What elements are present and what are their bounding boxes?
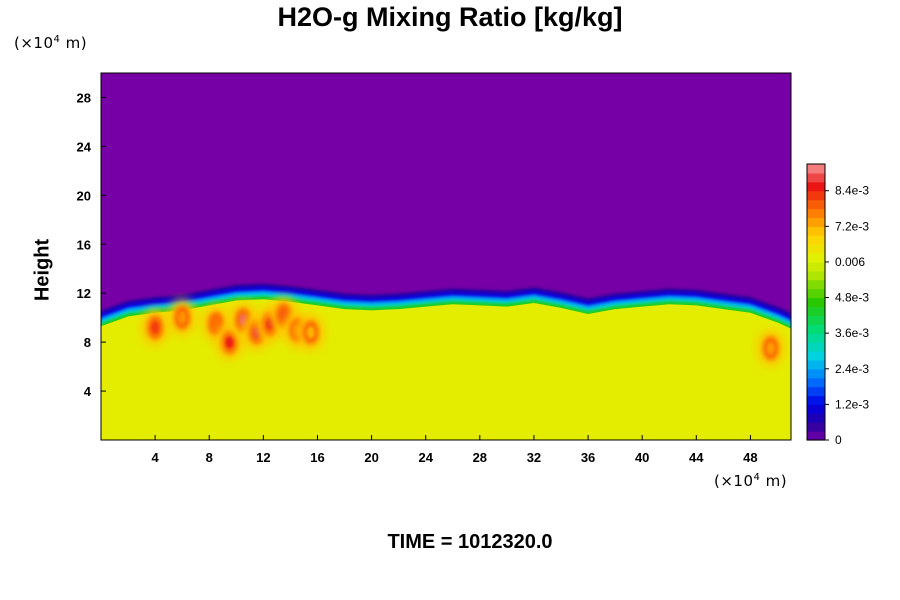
moist-plume-core xyxy=(151,321,160,334)
y-tick-label: 4 xyxy=(84,384,92,399)
colorbar-segment xyxy=(807,386,825,397)
colorbar-tick-label: 2.4e-3 xyxy=(835,362,869,376)
colorbar-segment xyxy=(807,422,825,432)
colorbar-segment xyxy=(807,431,825,441)
colorbar-segment xyxy=(807,377,825,388)
x-tick-label: 32 xyxy=(527,450,541,465)
x-tick-label: 12 xyxy=(256,450,270,465)
y-tick-label: 16 xyxy=(77,237,91,252)
colorbar-segment xyxy=(807,172,825,183)
colorbar-segment xyxy=(807,190,825,201)
colorbar-segment xyxy=(807,368,825,379)
x-tick-label: 20 xyxy=(364,450,378,465)
colorbar-segment xyxy=(807,181,825,192)
colorbar-segment xyxy=(807,226,825,236)
mixing-ratio-field xyxy=(101,73,791,440)
x-tick-label: 8 xyxy=(206,450,213,465)
x-tick-label: 44 xyxy=(689,450,704,465)
colorbar-segment xyxy=(807,164,825,174)
colorbar-segment xyxy=(807,253,825,263)
colorbar-segment xyxy=(807,324,825,334)
colorbar-segment xyxy=(807,404,825,414)
x-tick-label: 24 xyxy=(418,450,433,465)
y-tick-label: 8 xyxy=(84,335,91,350)
colorbar-segment xyxy=(807,395,825,405)
x-tick-label: 40 xyxy=(635,450,649,465)
colorbar-segment xyxy=(807,261,825,272)
colorbar-border xyxy=(806,163,826,441)
colorbar-segment xyxy=(807,279,825,290)
colorbar-segment xyxy=(807,342,825,352)
x-tick-label: 4 xyxy=(152,450,160,465)
y-tick-label: 24 xyxy=(77,139,92,154)
moist-plume-core xyxy=(212,317,220,330)
colorbar-tick-label: 1.2e-3 xyxy=(835,397,869,411)
time-label: TIME = 1012320.0 xyxy=(387,531,553,553)
y-tick-label: 28 xyxy=(77,90,91,105)
x-tick-label: 36 xyxy=(581,450,595,465)
moist-plume-core xyxy=(178,311,187,324)
colorbar-segment xyxy=(807,288,825,299)
colorbar-tick-label: 3.6e-3 xyxy=(835,326,869,340)
moist-plume-core xyxy=(225,336,234,349)
y-tick-label: 12 xyxy=(77,286,91,301)
x-tick-label: 48 xyxy=(743,450,757,465)
colorbar-segment xyxy=(807,208,825,219)
y-axis: 4 8 12 16 20 24 28 xyxy=(77,90,106,399)
x-axis: 4 8 12 16 20 24 28 32 36 40 44 48 xyxy=(152,435,758,465)
chart-title: H2O-g Mixing Ratio [kg/kg] xyxy=(277,2,623,32)
colorbar-segment xyxy=(807,244,825,254)
colorbar-segment xyxy=(807,315,825,325)
y-tick-label: 20 xyxy=(77,188,91,203)
x-tick-label: 16 xyxy=(310,450,324,465)
colorbar-segment xyxy=(807,199,825,210)
colorbar-segment xyxy=(807,297,825,308)
moist-plume-core xyxy=(766,342,775,355)
plot-border xyxy=(100,72,792,441)
x-axis-unit: (×104 m) xyxy=(714,472,788,490)
colorbar-tick-label: 8.4e-3 xyxy=(835,184,869,198)
colorbar-segment xyxy=(807,350,825,361)
colorbar-tick-label: 0.006 xyxy=(835,255,865,269)
colorbar-segment xyxy=(807,359,825,370)
y-axis-unit: (×104 m) xyxy=(14,34,88,52)
x-tick-label: 28 xyxy=(473,450,487,465)
colorbar: 0 1.2e-3 2.4e-3 3.6e-3 4.8e-3 0.006 7.2e-3 8.4e… xyxy=(806,163,869,447)
colorbar-tick-label: 4.8e-3 xyxy=(835,291,869,305)
colorbar-segment xyxy=(807,270,825,281)
colorbar-segment xyxy=(807,333,825,343)
colorbar-tick-label: 7.2e-3 xyxy=(835,219,869,233)
colorbar-segment xyxy=(807,235,825,245)
moist-plume-core xyxy=(279,309,288,322)
colorbar-segment xyxy=(807,413,825,423)
colorbar-tick-label: 0 xyxy=(835,433,842,447)
colorbar-segment xyxy=(807,306,825,316)
moist-plume-core xyxy=(306,326,315,339)
colorbar-segment xyxy=(807,217,825,227)
